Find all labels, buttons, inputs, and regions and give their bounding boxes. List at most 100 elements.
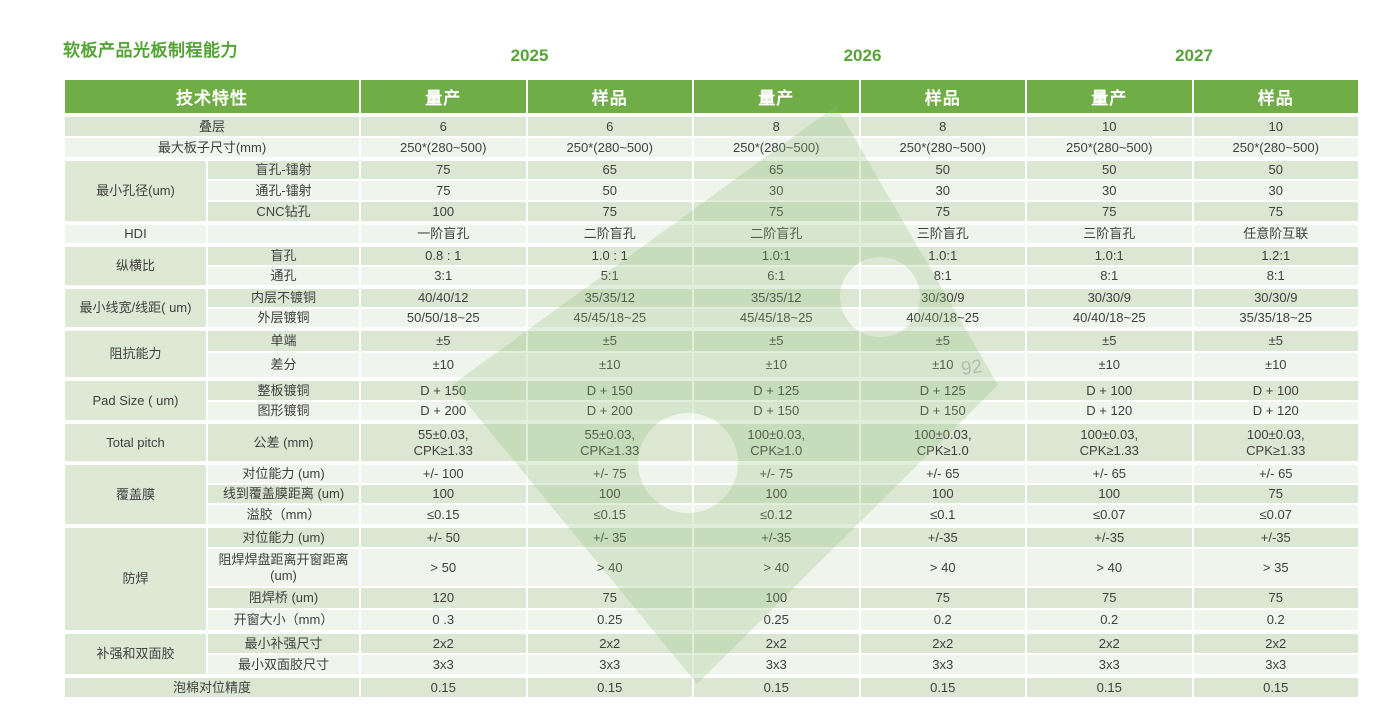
table-row: Total pitch 公差 (mm) 55±0.03, CPK≥1.33 55±0.… (63, 420, 1360, 464)
data-cell: ≤0.07 (1191, 503, 1360, 527)
data-cell: ≤0.12 (692, 503, 861, 527)
data-cell: 40/40/12 (359, 285, 528, 309)
data-cell: 65 (525, 157, 694, 181)
data-cell: 45/45/18~25 (525, 307, 694, 330)
header-col-cell: 样品 (858, 78, 1027, 117)
data-cell: 40/40/18~25 (858, 307, 1027, 330)
data-cell: ±10 (359, 351, 528, 380)
group-label-cell: HDI (63, 221, 208, 246)
data-cell: > 35 (1191, 547, 1360, 588)
group-label-cell: 补强和双面胶 (63, 630, 208, 677)
data-cell: 250*(280~500) (858, 136, 1027, 160)
header-col-cell: 样品 (1191, 78, 1360, 117)
data-cell: 55±0.03, CPK≥1.33 (359, 420, 528, 464)
group-label-cell: 防焊 (63, 524, 208, 633)
data-cell: +/- 75 (525, 461, 694, 485)
table-row: CNC钻孔 100 75 75 75 75 75 (64, 200, 1360, 224)
table-row: 最小线宽/线距( um) 内层不镀铜 40/40/12 35/35/12 35/35/1… (63, 285, 1360, 330)
year-label-2025: 2025 (510, 46, 549, 65)
data-cell: 1.0:1 (692, 243, 861, 267)
data-cell: 6 (359, 114, 528, 138)
data-cell: D + 200 (359, 400, 528, 423)
header-col-cell: 量产 (1025, 78, 1194, 117)
data-cell: 3x3 (359, 653, 528, 677)
data-cell: 250*(280~500) (692, 136, 861, 160)
data-cell: 30 (1025, 179, 1194, 202)
data-cell: 0.15 (525, 674, 694, 699)
sub-label-cell: 阻焊焊盘距离开窗距离 (um) (206, 547, 361, 588)
table-row: 泡棉对位精度 0.15 0.15 0.15 0.15 0.15 0.15 (63, 674, 1360, 699)
data-cell: 2x2 (692, 630, 861, 655)
data-cell: D + 150 (359, 377, 528, 402)
sub-label-cell: 整板镀铜 (206, 377, 361, 402)
data-cell: +/- 65 (858, 461, 1027, 485)
sub-label-cell: 通孔-镭射 (206, 179, 361, 202)
data-cell: 75 (1025, 200, 1194, 224)
data-cell: 250*(280~500) (359, 136, 528, 160)
table-row: 通孔-镭射 75 50 30 30 30 30 (64, 179, 1360, 202)
data-cell: 30 (692, 179, 861, 202)
data-cell: D + 125 (858, 377, 1027, 402)
data-cell: 30/30/9 (1025, 285, 1194, 309)
year-label-2026: 2026 (843, 46, 882, 65)
data-cell: 0.2 (1191, 608, 1360, 633)
data-cell: +/- 75 (692, 461, 861, 485)
sub-label-cell: 对位能力 (um) (206, 461, 361, 485)
data-cell: > 40 (692, 547, 861, 588)
table-row: 补强和双面胶 最小补强尺寸 2x2 2x2 2x2 2x2 2x2 2x2 (63, 630, 1360, 677)
table-row: 阻抗能力 单端 ±5 ±5 ±5 ±5 ±5 ±5 (63, 327, 1360, 380)
data-cell: 0.25 (525, 608, 694, 633)
data-cell: 100 (1025, 483, 1194, 505)
sub-label-cell: 盲孔 (206, 243, 361, 267)
data-cell: 100 (359, 200, 528, 224)
data-cell: 1.2:1 (1191, 243, 1360, 267)
table-row: 差分 ±10 ±10 ±10 ±10 ±10 ±10 (64, 351, 1360, 380)
data-cell: 100±0.03, CPK≥1.33 (1191, 420, 1360, 464)
table-row: 线到覆盖膜距离 (um) 100 100 100 100 100 75 (64, 483, 1360, 505)
data-cell: ±5 (1191, 327, 1360, 353)
data-cell: 65 (692, 157, 861, 181)
table-row: 阻焊桥 (um) 120 75 100 75 75 75 (64, 586, 1360, 610)
data-cell: 一阶盲孔 (359, 221, 528, 246)
capability-table: 技术特性 量产 样品 量产 样品 量产 样品 叠层 6 6 8 8 10 10 最大板子尺寸(… (63, 78, 1360, 699)
sub-label-cell: 通孔 (206, 265, 361, 288)
data-cell: 1.0 : 1 (525, 243, 694, 267)
data-cell: 1.0:1 (858, 243, 1027, 267)
data-cell: 0 .3 (359, 608, 528, 633)
data-cell: +/- 100 (359, 461, 528, 485)
data-cell: > 40 (525, 547, 694, 588)
header-col-cell: 量产 (692, 78, 861, 117)
data-cell: D + 120 (1025, 400, 1194, 423)
data-cell: 2x2 (1191, 630, 1360, 655)
data-cell: 35/35/12 (692, 285, 861, 309)
data-cell: > 50 (359, 547, 528, 588)
data-cell: 10 (1191, 114, 1360, 138)
data-cell: 三阶盲孔 (858, 221, 1027, 246)
sub-label-cell: 公差 (mm) (206, 420, 361, 464)
sub-label-cell: 外层镀铜 (206, 307, 361, 330)
data-cell: 8 (858, 114, 1027, 138)
data-cell: +/- 65 (1025, 461, 1194, 485)
data-cell: 0.2 (858, 608, 1027, 633)
data-cell: 75 (858, 200, 1027, 224)
data-cell: 75 (1025, 586, 1194, 610)
data-cell: +/- 50 (359, 524, 528, 549)
table-row: 阻焊焊盘距离开窗距离 (um) > 50 > 40 > 40 > 40 > 40 > 35 (64, 547, 1360, 588)
data-cell: 0.15 (359, 674, 528, 699)
sub-label-cell: 线到覆盖膜距离 (um) (206, 483, 361, 505)
data-cell: 100 (359, 483, 528, 505)
table-row: 溢胶（mm） ≤0.15 ≤0.15 ≤0.12 ≤0.1 ≤0.07 ≤0.07 (64, 503, 1360, 527)
data-cell: 任意阶互联 (1191, 221, 1360, 246)
group-label-cell: Pad Size ( um) (63, 377, 208, 423)
table-row: 纵横比 盲孔 0.8 : 1 1.0 : 1 1.0:1 1.0:1 1.0:1 1.2:1 (63, 243, 1360, 288)
data-cell: 3x3 (525, 653, 694, 677)
data-cell: +/-35 (1025, 524, 1194, 549)
header-col-cell: 量产 (359, 78, 528, 117)
data-cell: 0.8 : 1 (359, 243, 528, 267)
data-cell: 50 (1025, 157, 1194, 181)
sub-label-cell: 最小双面胶尺寸 (206, 653, 361, 677)
data-cell: 120 (359, 586, 528, 610)
table-row: Pad Size ( um) 整板镀铜 D + 150 D + 150 D + 125 D… (63, 377, 1360, 423)
sub-label-cell: 差分 (206, 351, 361, 380)
